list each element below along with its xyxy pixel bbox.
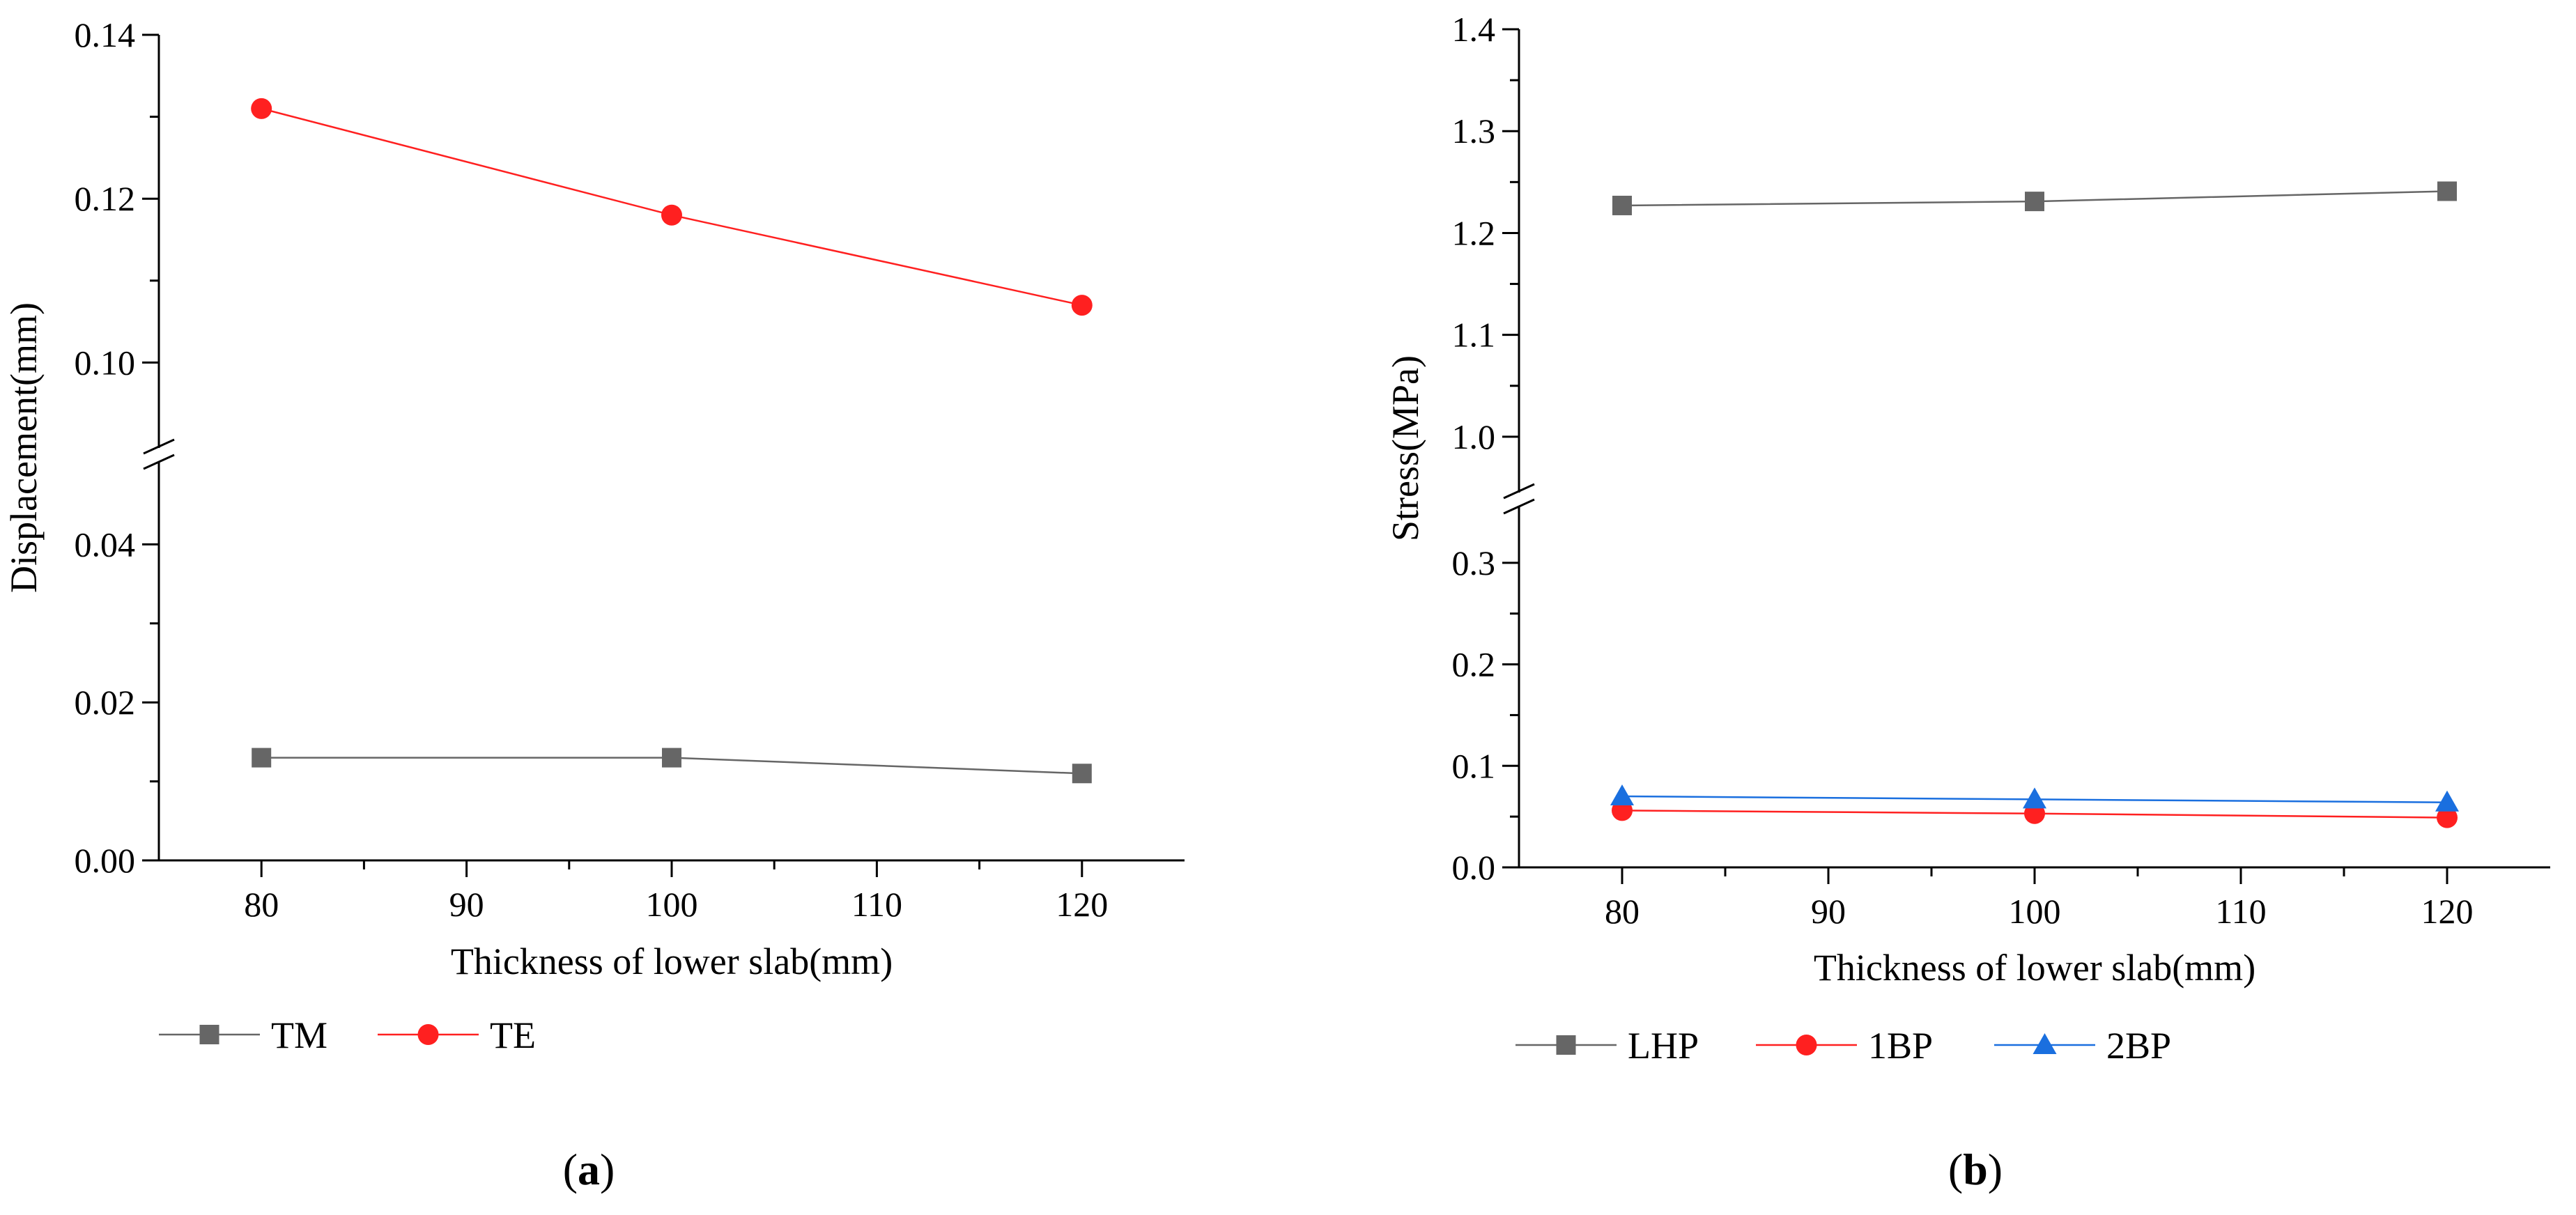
- y-axis-title: Displacement(mm): [3, 302, 45, 593]
- data-point-2BP: [1610, 784, 1634, 805]
- panel-label-letter: b: [1963, 1145, 1988, 1194]
- x-axis-title: Thickness of lower slab(mm): [451, 941, 893, 982]
- data-point-LHP: [2025, 192, 2044, 212]
- x-tick-label: 110: [2215, 892, 2266, 931]
- x-tick-label: 100: [2009, 892, 2061, 931]
- panel-label-close: ): [1988, 1145, 2003, 1194]
- legend-marker-1BP: [1796, 1035, 1817, 1055]
- legend-label-LHP: LHP: [1628, 1025, 1699, 1067]
- y-tick-label: 0.2: [1452, 645, 1496, 684]
- axis-break-mark: [1503, 498, 1535, 515]
- axis-break-mark: [143, 454, 175, 470]
- legend: TM TE: [159, 1014, 536, 1056]
- x-tick-label: 120: [1056, 885, 1108, 924]
- panel-label-letter: a: [578, 1145, 600, 1194]
- x-tick-label: 100: [646, 885, 698, 924]
- data-point-1BP: [2437, 807, 2458, 828]
- x-tick-label: 110: [851, 885, 902, 924]
- panel-label: (a): [563, 1145, 615, 1194]
- x-tick-label: 120: [2421, 892, 2474, 931]
- y-tick-label: 1.4: [1452, 10, 1496, 49]
- data-point-LHP: [2437, 181, 2457, 201]
- legend-label-2BP: 2BP: [2106, 1025, 2171, 1067]
- y-axis-title: Stress(MPa): [1385, 355, 1426, 541]
- y-tick-label: 0.02: [75, 683, 136, 722]
- y-tick-label: 0.12: [75, 179, 136, 218]
- y-tick-label: 0.10: [75, 343, 136, 382]
- x-tick-label: 80: [244, 885, 279, 924]
- y-tick-label: 0.0: [1452, 848, 1496, 887]
- legend-label-TE: TE: [490, 1014, 536, 1056]
- chart-panel-b: 80 90 100 110 120 1.0 1.1 1.2 1.3 1.4 0.0 0.1 0.2 0.3…: [1385, 10, 2550, 1194]
- data-point-LHP: [1612, 195, 1632, 215]
- legend-label-1BP: 1BP: [1868, 1025, 1933, 1067]
- data-point-TE: [1071, 295, 1093, 316]
- data-point-TE: [251, 98, 272, 119]
- series-TM: [252, 748, 1092, 784]
- legend: LHP 1BP 2BP: [1515, 1025, 2171, 1067]
- x-tick-label: 90: [1811, 892, 1846, 931]
- y-tick-label: 1.3: [1452, 111, 1496, 150]
- data-point-2BP: [2435, 790, 2459, 812]
- data-point-TM: [252, 748, 272, 768]
- y-tick-label: 0.1: [1452, 746, 1496, 785]
- legend-marker-LHP: [1556, 1035, 1576, 1055]
- y-tick-label: 0.04: [75, 525, 136, 564]
- legend-marker-TE: [417, 1024, 439, 1045]
- data-point-2BP: [2023, 787, 2046, 809]
- chart-panel-a: 80 90 100 110 120 0.10 0.12 0.14 0.00 0.02 0.04 Thi…: [3, 15, 1185, 1194]
- panel-label: (b): [1948, 1145, 2003, 1194]
- data-point-TM: [1072, 764, 1092, 784]
- y-tick-label: 0.14: [75, 15, 136, 54]
- y-tick-label: 1.0: [1452, 417, 1496, 456]
- legend-marker-2BP: [2033, 1033, 2057, 1054]
- series-LHP: [1612, 181, 2457, 215]
- data-point-TE: [661, 204, 682, 226]
- panel-label-open: (: [563, 1145, 578, 1194]
- x-tick-label: 80: [1605, 892, 1640, 931]
- legend-label-TM: TM: [271, 1014, 327, 1056]
- series-2BP: [1610, 784, 2459, 812]
- y-tick-label: 1.1: [1452, 316, 1496, 355]
- data-point-TM: [662, 748, 681, 768]
- panel-label-open: (: [1948, 1145, 1963, 1194]
- legend-marker-TM: [199, 1025, 219, 1044]
- x-axis-title: Thickness of lower slab(mm): [1814, 947, 2255, 989]
- x-tick-label: 90: [449, 885, 484, 924]
- y-tick-label: 1.2: [1452, 213, 1496, 252]
- axis-break-mark: [1503, 483, 1535, 500]
- y-tick-label: 0.00: [75, 841, 136, 880]
- y-tick-label: 0.3: [1452, 543, 1496, 582]
- panel-label-close: ): [600, 1145, 615, 1194]
- axis-break-mark: [143, 438, 175, 455]
- series-TE: [251, 98, 1093, 316]
